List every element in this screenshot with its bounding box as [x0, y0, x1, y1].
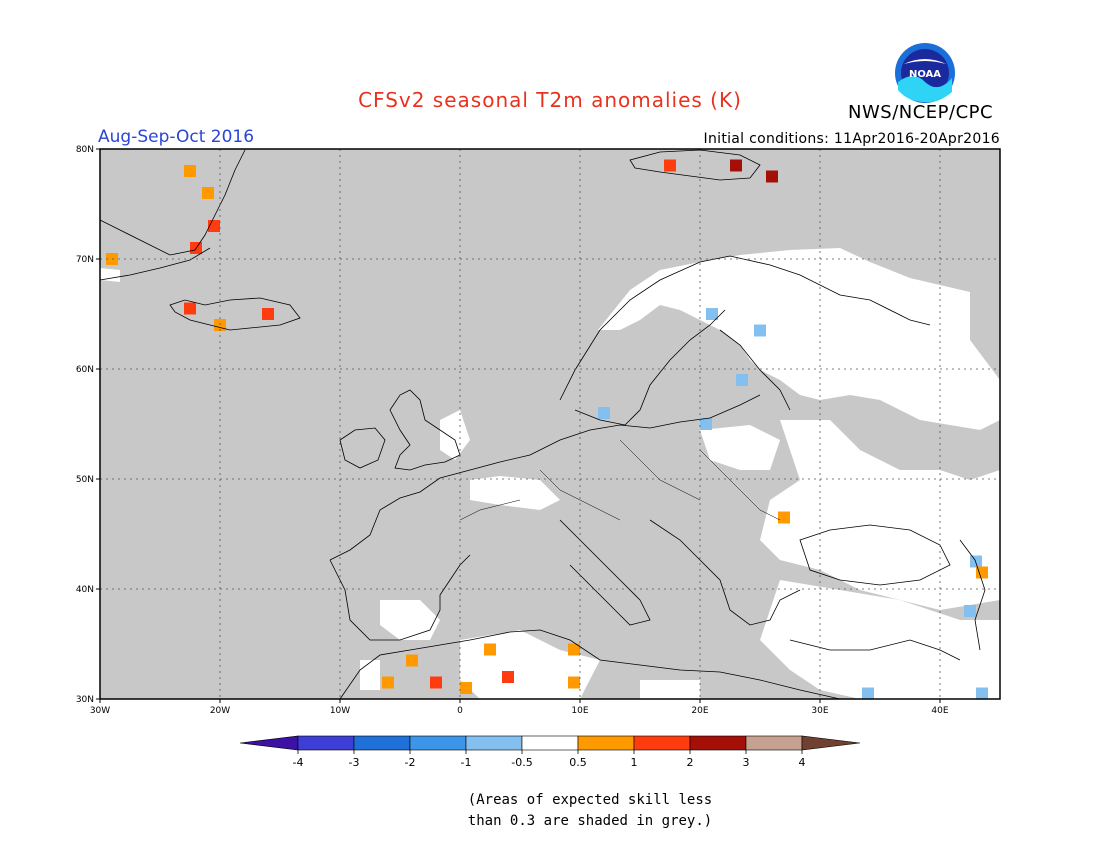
legend-color-boxes — [239, 735, 861, 751]
legend-tick-label: 0.5 — [569, 756, 587, 769]
coastlines — [99, 149, 986, 700]
legend-tick-label: -0.5 — [511, 756, 532, 769]
lat-tick-label: 70N — [76, 255, 94, 265]
org-label: NWS/NCEP/CPC — [848, 102, 994, 123]
anomaly-cell — [202, 187, 214, 199]
anomaly-map: 80N 70N 60N 50N 40N 30N 30W 20W 10W 0 10E 20E 30E 40… — [76, 145, 1001, 716]
legend-tick-label: 4 — [799, 756, 806, 769]
anomaly-cell — [976, 566, 988, 579]
anomaly-cell — [766, 170, 778, 183]
legend-color-box — [409, 735, 467, 751]
anomaly-cell — [730, 159, 742, 172]
map-title: CFSv2 seasonal T2m anomalies (K) — [358, 88, 742, 112]
anomaly-cell — [184, 302, 196, 315]
anomaly-cell — [706, 308, 718, 320]
anomaly-cell — [568, 643, 580, 656]
anomaly-cell — [502, 671, 514, 683]
legend-tick-label: 2 — [687, 756, 694, 769]
lat-tick-label: 50N — [76, 475, 94, 485]
legend-tick-label: -3 — [349, 756, 360, 769]
lon-tick-label: 30W — [90, 706, 110, 716]
anomaly-cell — [736, 374, 748, 386]
anomaly-cell — [460, 682, 472, 694]
anomaly-cell — [964, 605, 976, 617]
anomaly-cell — [184, 165, 196, 177]
legend-color-box — [521, 735, 579, 751]
legend-arrow-high — [801, 735, 861, 751]
anomaly-cell — [970, 555, 982, 568]
legend-tick-label: -1 — [461, 756, 472, 769]
anomaly-cell — [484, 643, 496, 656]
lat-tick-label: 80N — [76, 145, 94, 155]
lon-tick-label: 30E — [811, 706, 828, 716]
legend-color-box — [297, 735, 355, 751]
legend-color-box — [745, 735, 803, 751]
lat-tick-label: 40N — [76, 585, 94, 595]
anomaly-cell — [664, 159, 676, 172]
legend-tick-label: -2 — [405, 756, 416, 769]
anomaly-cell — [976, 687, 988, 700]
anomaly-cell — [568, 676, 580, 689]
latitude-axis: 80N 70N 60N 50N 40N 30N — [76, 145, 100, 705]
land-skill-areas — [100, 248, 1000, 699]
lon-tick-label: 10E — [571, 706, 588, 716]
anomaly-cell — [754, 324, 766, 337]
lon-tick-label: 10W — [330, 706, 350, 716]
lon-tick-label: 40E — [931, 706, 948, 716]
legend-tick-label: 3 — [743, 756, 750, 769]
longitude-axis: 30W 20W 10W 0 10E 20E 30E 40E — [90, 699, 949, 716]
season-label: Aug-Sep-Oct 2016 — [98, 127, 255, 147]
noaa-logo-text: NOAA — [909, 69, 941, 80]
anomaly-cell — [862, 687, 874, 700]
anomaly-cell — [382, 676, 394, 689]
legend-arrow-low — [239, 735, 299, 751]
anomaly-cell — [778, 511, 790, 524]
lat-tick-label: 30N — [76, 695, 94, 705]
legend-color-box — [689, 735, 747, 751]
anomaly-cell — [598, 407, 610, 419]
anomaly-cell — [406, 654, 418, 667]
legend-color-box — [353, 735, 411, 751]
gridlines — [100, 149, 1000, 699]
legend-tick-labels: -4 -3 -2 -1 -0.5 0.5 1 2 3 4 — [293, 750, 806, 769]
skill-note-line1: (Areas of expected skill less — [467, 792, 713, 808]
lon-tick-label: 20E — [691, 706, 708, 716]
skill-note-line2: than 0.3 are shaded in grey.) — [467, 813, 713, 829]
anomaly-cells — [106, 159, 988, 700]
legend-color-box — [577, 735, 635, 751]
color-legend: -4 -3 -2 -1 -0.5 0.5 1 2 3 4 — [239, 735, 861, 769]
legend-color-box — [633, 735, 691, 751]
anomaly-cell — [700, 418, 712, 430]
lon-tick-label: 0 — [457, 706, 463, 716]
initial-conditions-label: Initial conditions: 11Apr2016-20Apr2016 — [703, 131, 1000, 147]
legend-tick-label: 1 — [631, 756, 638, 769]
lat-tick-label: 60N — [76, 365, 94, 375]
map-frame — [99, 148, 1001, 700]
lon-tick-label: 20W — [210, 706, 230, 716]
legend-tick-label: -4 — [293, 756, 304, 769]
noaa-logo: NOAA — [895, 43, 955, 103]
legend-color-box — [465, 735, 523, 751]
anomaly-cell — [262, 308, 274, 320]
anomaly-cell — [430, 676, 442, 689]
